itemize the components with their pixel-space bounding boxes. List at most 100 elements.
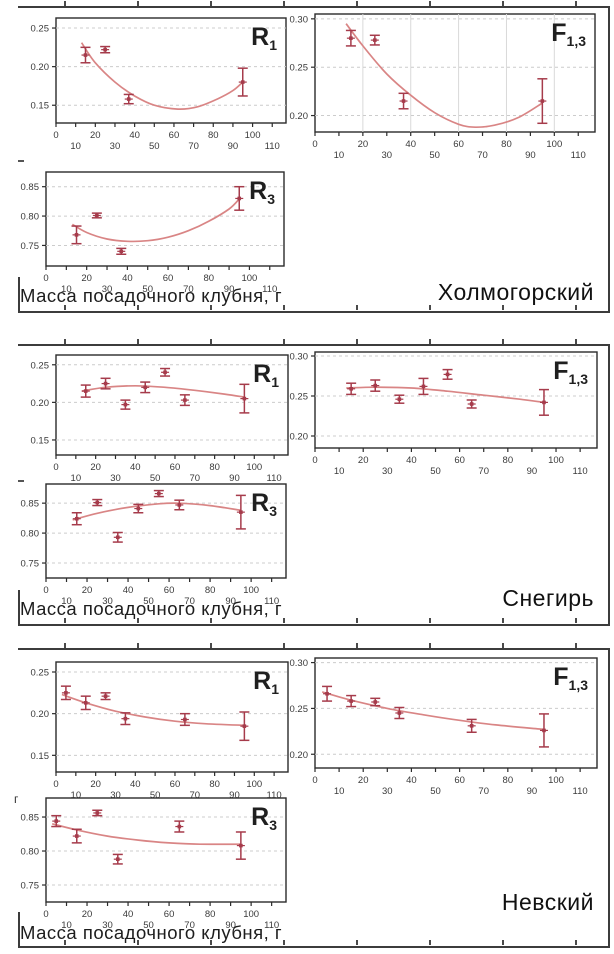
svg-text:100: 100 bbox=[546, 139, 562, 150]
x-axis-label: Масса посадочного клубня, г bbox=[20, 285, 283, 306]
svg-text:90: 90 bbox=[527, 786, 538, 797]
svg-text:40: 40 bbox=[123, 585, 134, 596]
svg-text:10: 10 bbox=[61, 920, 72, 931]
svg-text:60: 60 bbox=[170, 462, 181, 473]
svg-text:0.15: 0.15 bbox=[31, 101, 50, 112]
panel-left-tick bbox=[18, 160, 24, 162]
svg-text:40: 40 bbox=[405, 139, 416, 150]
svg-text:100: 100 bbox=[243, 909, 259, 920]
svg-text:40: 40 bbox=[122, 273, 133, 284]
chart-f13-nevsky: 0.20 0.25 0.30 0 20 40 60 80 100 10 30 50 70 90 110 F1,… bbox=[290, 657, 598, 797]
panel-left-edge-segment bbox=[18, 590, 20, 626]
cultivar-label: Снегирь bbox=[502, 585, 594, 611]
panel-top-edge-ticks bbox=[18, 643, 608, 649]
svg-text:40: 40 bbox=[406, 455, 417, 466]
svg-text:0.85: 0.85 bbox=[21, 813, 40, 824]
svg-text:60: 60 bbox=[164, 585, 175, 596]
svg-text:0: 0 bbox=[312, 455, 317, 466]
svg-text:20: 20 bbox=[358, 139, 369, 150]
svg-text:90: 90 bbox=[225, 920, 236, 931]
svg-text:0.25: 0.25 bbox=[31, 24, 50, 35]
panel-snegir: 0.15 0.20 0.25 0 20 40 60 80 100 10 30 50 70 90 110 R1 … bbox=[18, 339, 610, 626]
svg-text:F1,3: F1,3 bbox=[553, 663, 588, 693]
svg-text:0.25: 0.25 bbox=[290, 704, 309, 715]
svg-text:0.75: 0.75 bbox=[21, 241, 40, 252]
svg-text:30: 30 bbox=[110, 473, 121, 484]
svg-text:0.15: 0.15 bbox=[31, 751, 50, 762]
svg-text:30: 30 bbox=[110, 141, 121, 152]
svg-text:70: 70 bbox=[190, 790, 201, 801]
svg-text:20: 20 bbox=[90, 462, 101, 473]
svg-text:0.20: 0.20 bbox=[31, 709, 50, 720]
svg-text:40: 40 bbox=[129, 130, 140, 141]
svg-text:70: 70 bbox=[478, 786, 489, 797]
svg-text:100: 100 bbox=[246, 462, 262, 473]
svg-text:70: 70 bbox=[184, 596, 195, 607]
svg-text:70: 70 bbox=[477, 150, 488, 161]
svg-text:70: 70 bbox=[190, 473, 201, 484]
svg-text:100: 100 bbox=[548, 455, 564, 466]
svg-text:30: 30 bbox=[102, 596, 113, 607]
svg-text:60: 60 bbox=[453, 139, 464, 150]
panel-kholmogorsky: 0.15 0.20 0.25 0 20 40 60 80 100 10 30 50 70 90 110 R1 … bbox=[18, 1, 610, 313]
svg-text:90: 90 bbox=[525, 150, 536, 161]
svg-text:0.25: 0.25 bbox=[31, 668, 50, 679]
svg-text:110: 110 bbox=[267, 790, 282, 801]
svg-text:50: 50 bbox=[143, 920, 154, 931]
svg-text:0.80: 0.80 bbox=[21, 847, 40, 858]
svg-text:80: 80 bbox=[501, 139, 512, 150]
svg-text:110: 110 bbox=[264, 920, 279, 931]
panel-left-tick bbox=[18, 480, 24, 482]
svg-text:0: 0 bbox=[312, 775, 317, 786]
svg-text:0.25: 0.25 bbox=[31, 360, 50, 371]
svg-text:0: 0 bbox=[53, 462, 58, 473]
svg-text:40: 40 bbox=[123, 909, 134, 920]
x-axis-label: Масса посадочного клубня, г bbox=[20, 922, 283, 943]
svg-text:90: 90 bbox=[225, 596, 236, 607]
svg-text:90: 90 bbox=[224, 284, 235, 295]
svg-text:0.20: 0.20 bbox=[290, 750, 309, 761]
svg-text:60: 60 bbox=[170, 779, 181, 790]
svg-text:0.30: 0.30 bbox=[290, 14, 309, 25]
svg-text:100: 100 bbox=[241, 273, 257, 284]
svg-text:50: 50 bbox=[143, 596, 154, 607]
svg-text:60: 60 bbox=[169, 130, 180, 141]
svg-text:80: 80 bbox=[203, 273, 214, 284]
svg-text:0.75: 0.75 bbox=[21, 881, 40, 892]
svg-text:50: 50 bbox=[430, 466, 441, 477]
svg-text:50: 50 bbox=[429, 150, 440, 161]
svg-text:70: 70 bbox=[188, 141, 199, 152]
cultivar-label: Невский bbox=[501, 889, 594, 915]
svg-text:0.85: 0.85 bbox=[21, 499, 40, 510]
panel-nevsky: г 0.15 0.20 0.25 0 20 40 60 80 100 10 30 50 70 90 110 R… bbox=[14, 643, 610, 948]
svg-text:70: 70 bbox=[183, 284, 194, 295]
svg-text:0.25: 0.25 bbox=[290, 392, 309, 403]
svg-text:20: 20 bbox=[90, 779, 101, 790]
svg-text:0.20: 0.20 bbox=[290, 432, 309, 443]
svg-text:100: 100 bbox=[246, 779, 262, 790]
svg-text:10: 10 bbox=[71, 790, 82, 801]
svg-text:40: 40 bbox=[130, 462, 141, 473]
svg-text:10: 10 bbox=[70, 141, 81, 152]
svg-text:60: 60 bbox=[454, 455, 465, 466]
svg-text:50: 50 bbox=[149, 141, 160, 152]
svg-text:80: 80 bbox=[503, 775, 514, 786]
svg-text:30: 30 bbox=[110, 790, 121, 801]
svg-text:0: 0 bbox=[43, 273, 48, 284]
svg-text:90: 90 bbox=[229, 790, 240, 801]
panel-left-edge-segment bbox=[18, 277, 20, 313]
svg-text:30: 30 bbox=[382, 786, 393, 797]
svg-text:110: 110 bbox=[264, 596, 279, 607]
svg-text:0.25: 0.25 bbox=[290, 63, 309, 74]
svg-text:0: 0 bbox=[53, 779, 58, 790]
cultivar-label: Холмогорский bbox=[437, 279, 594, 305]
svg-text:0.20: 0.20 bbox=[31, 62, 50, 73]
svg-text:10: 10 bbox=[71, 473, 82, 484]
svg-text:20: 20 bbox=[358, 775, 369, 786]
svg-text:100: 100 bbox=[243, 585, 259, 596]
svg-text:70: 70 bbox=[184, 920, 195, 931]
